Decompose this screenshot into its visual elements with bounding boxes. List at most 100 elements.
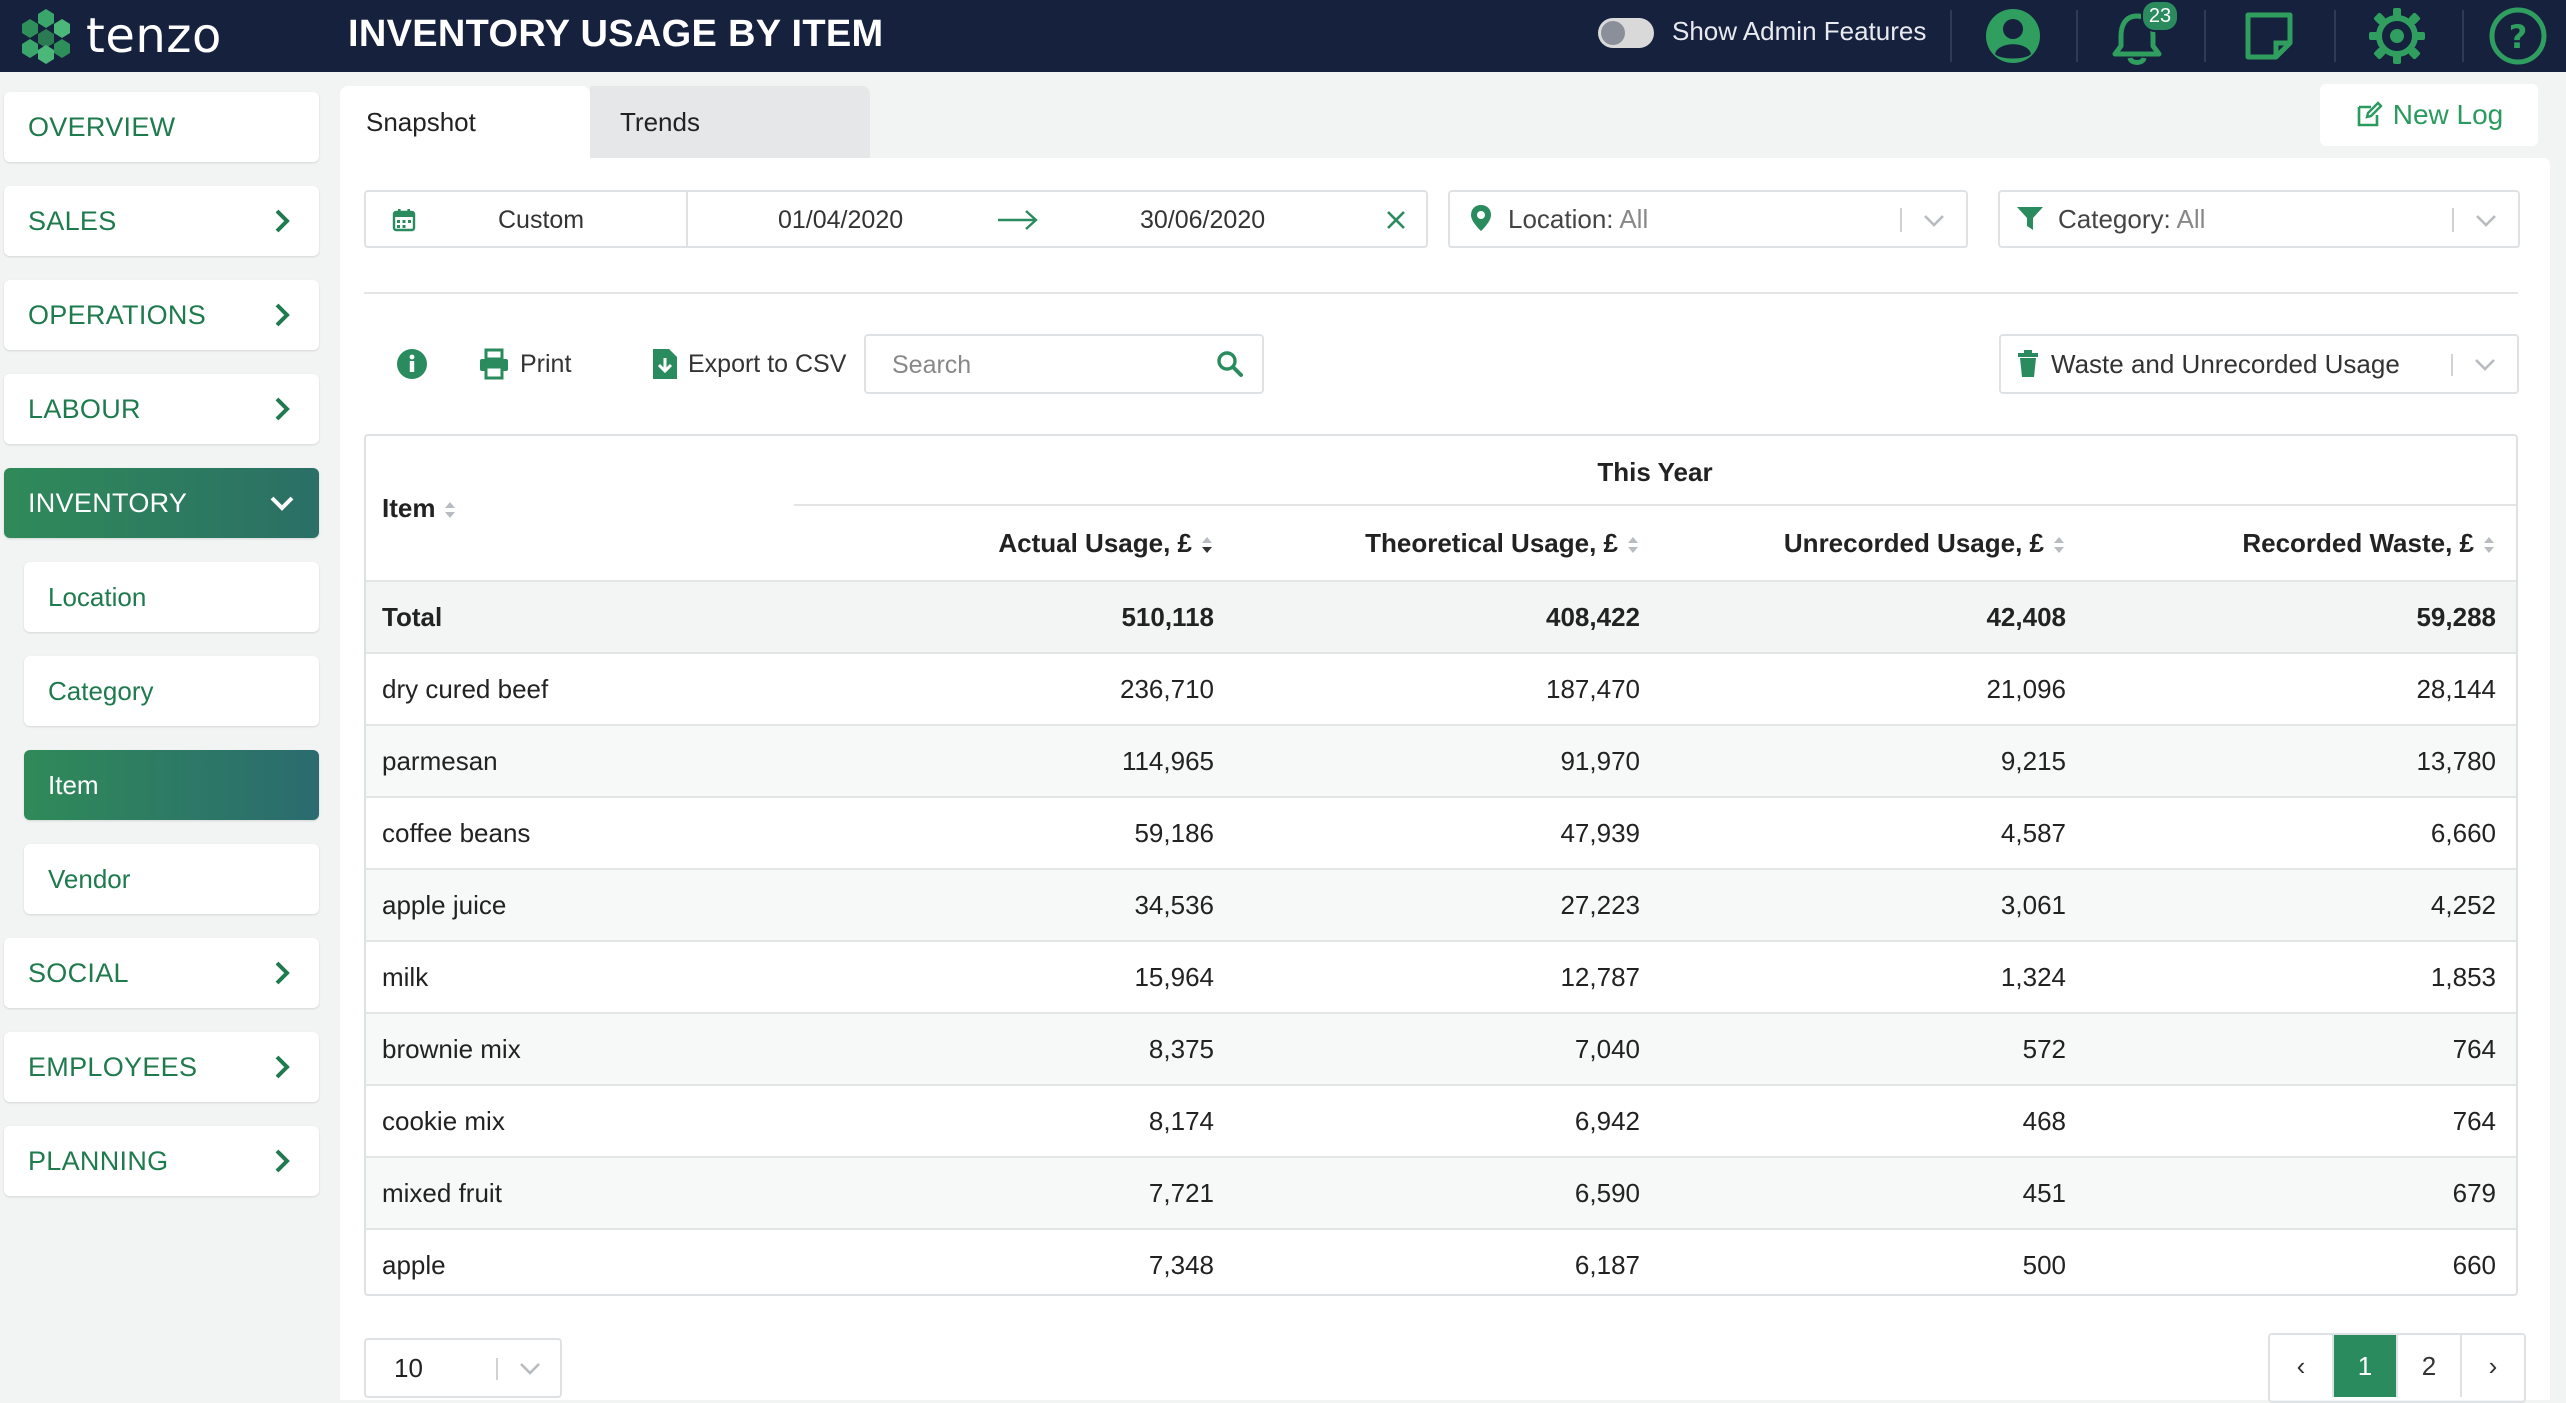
column-header-unrecorded-usage[interactable]: Unrecorded Usage, £	[1640, 506, 2066, 580]
cell-item: dry cured beef	[382, 674, 549, 704]
cell-item: coffee beans	[382, 818, 531, 848]
divider	[2451, 354, 2453, 376]
page-button-2[interactable]: 2	[2398, 1335, 2462, 1397]
sidebar-item-inventory[interactable]: INVENTORY	[4, 468, 319, 538]
location-filter[interactable]: Location: All	[1448, 190, 1968, 248]
category-filter-text: Category: All	[2058, 192, 2205, 246]
cell-actual-usage: 236,710	[1120, 674, 1214, 704]
admin-features-toggle[interactable]	[1598, 18, 1654, 48]
export-csv-button[interactable]: Export to CSV	[652, 338, 846, 390]
sidebar-subitem-item[interactable]: Item	[24, 750, 319, 820]
sidebar-item-label: SOCIAL	[28, 958, 129, 988]
sidebar-item-employees[interactable]: EMPLOYEES	[4, 1032, 319, 1102]
chevron-right-icon	[275, 303, 290, 327]
cell-recorded-waste: 4,252	[2430, 890, 2496, 920]
sidebar-item-social[interactable]: SOCIAL	[4, 938, 319, 1008]
file-download-icon	[653, 349, 677, 379]
print-label: Print	[520, 349, 572, 378]
sidebar-subitem-location[interactable]: Location	[24, 562, 319, 632]
print-button[interactable]: Print	[478, 338, 571, 390]
tenzo-logo-icon	[22, 9, 70, 64]
sidebar-subitem-vendor[interactable]: Vendor	[24, 844, 319, 914]
column-header-recorded-waste[interactable]: Recorded Waste, £	[2066, 506, 2496, 580]
location-filter-value: All	[1619, 204, 1649, 234]
cell-unrecorded-usage: 572	[2022, 1034, 2066, 1064]
column-header-actual-usage[interactable]: Actual Usage, £	[794, 506, 1214, 580]
sidebar-item-planning[interactable]: PLANNING	[4, 1126, 319, 1196]
clear-icon[interactable]	[1384, 208, 1408, 232]
cell-theoretical-usage: 7,040	[1574, 1034, 1640, 1064]
printer-icon	[480, 348, 508, 380]
sidebar-item-labour[interactable]: LABOUR	[4, 374, 319, 444]
sort-icon	[1628, 537, 1638, 554]
help-button[interactable]: ?	[2470, 0, 2566, 72]
cell-unrecorded-usage: 1,324	[2000, 962, 2066, 992]
prev-page-button[interactable]: ‹	[2270, 1335, 2334, 1397]
cell-actual-usage: 510,118	[1121, 602, 1214, 632]
divider	[2462, 10, 2464, 62]
info-button[interactable]	[396, 338, 428, 390]
date-range-picker[interactable]: Custom 01/04/2020 30/06/2020	[364, 190, 1428, 248]
notes-button[interactable]	[2214, 0, 2324, 72]
divider	[2334, 10, 2336, 62]
notification-badge: 23	[2141, 0, 2179, 32]
tab-trends[interactable]: Trends	[590, 86, 870, 158]
divider	[2452, 208, 2454, 232]
end-date[interactable]: 30/06/2020	[1140, 206, 1266, 234]
search-input[interactable]	[890, 344, 1204, 386]
cell-item: brownie mix	[382, 1034, 521, 1064]
page-button-1[interactable]: 1	[2334, 1335, 2398, 1397]
chevron-down-icon	[270, 496, 294, 511]
settings-button[interactable]	[2342, 0, 2452, 72]
sidebar-item-label: LABOUR	[28, 394, 141, 424]
sidebar-item-sales[interactable]: SALES	[4, 186, 319, 256]
search-box	[864, 334, 1264, 394]
chevron-down-icon	[520, 1363, 540, 1375]
column-header-theoretical-usage[interactable]: Theoretical Usage, £	[1214, 506, 1640, 580]
page-size-select[interactable]: 10	[364, 1338, 562, 1398]
sidebar-item-label: INVENTORY	[28, 488, 188, 518]
cell-unrecorded-usage: 500	[2022, 1250, 2066, 1280]
report-panel: Custom 01/04/2020 30/06/2020 Location: A…	[340, 158, 2550, 1403]
tab-snapshot[interactable]: Snapshot	[340, 86, 590, 158]
sort-descending-icon	[1202, 537, 1212, 554]
category-filter[interactable]: Category: All	[1998, 190, 2520, 248]
cell-theoretical-usage: 47,939	[1560, 818, 1640, 848]
brand-logo[interactable]: tenzo	[18, 0, 222, 72]
column-header-label: Recorded Waste, £	[2242, 528, 2474, 558]
usage-view-select[interactable]: Waste and Unrecorded Usage	[1999, 334, 2519, 394]
sidebar-subitem-label: Item	[48, 770, 99, 800]
divider	[1900, 208, 1902, 232]
new-log-label: New Log	[2392, 99, 2504, 130]
cell-item: mixed fruit	[382, 1178, 502, 1208]
notifications-button[interactable]: 23	[2086, 0, 2196, 72]
toggle-knob	[1601, 21, 1625, 45]
table-row: brownie mix 8,375 7,040 572 764	[366, 1012, 2516, 1084]
table-row: mixed fruit 7,721 6,590 451 679	[366, 1156, 2516, 1228]
chevron-right-icon	[275, 1055, 290, 1079]
sidebar-item-overview[interactable]: OVERVIEW	[4, 92, 319, 162]
table-row: cookie mix 8,174 6,942 468 764	[366, 1084, 2516, 1156]
table-row: apple 7,348 6,187 500 660	[366, 1228, 2516, 1294]
search-icon[interactable]	[1216, 350, 1244, 378]
cell-recorded-waste: 679	[2452, 1178, 2496, 1208]
range-mode[interactable]: Custom	[498, 206, 585, 234]
column-header-label: Item	[382, 493, 436, 523]
divider	[496, 1358, 498, 1380]
sidebar-subitem-category[interactable]: Category	[24, 656, 319, 726]
cell-theoretical-usage: 6,187	[1574, 1250, 1640, 1280]
sidebar-item-operations[interactable]: OPERATIONS	[4, 280, 319, 350]
cell-unrecorded-usage: 4,587	[2000, 818, 2066, 848]
column-header-item[interactable]: Item	[382, 436, 457, 580]
next-page-button[interactable]: ›	[2462, 1335, 2524, 1397]
chevron-down-icon	[2476, 215, 2496, 227]
cell-actual-usage: 8,174	[1148, 1106, 1214, 1136]
cell-actual-usage: 15,964	[1134, 962, 1214, 992]
new-log-button[interactable]: New Log	[2320, 84, 2538, 146]
user-button[interactable]	[1958, 0, 2068, 72]
cell-theoretical-usage: 6,590	[1574, 1178, 1640, 1208]
table-header: Item This Year Actual Usage, £ Theoretic…	[366, 436, 2516, 580]
start-date[interactable]: 01/04/2020	[778, 206, 904, 234]
sort-icon	[2484, 537, 2494, 554]
calendar-icon	[392, 209, 416, 232]
